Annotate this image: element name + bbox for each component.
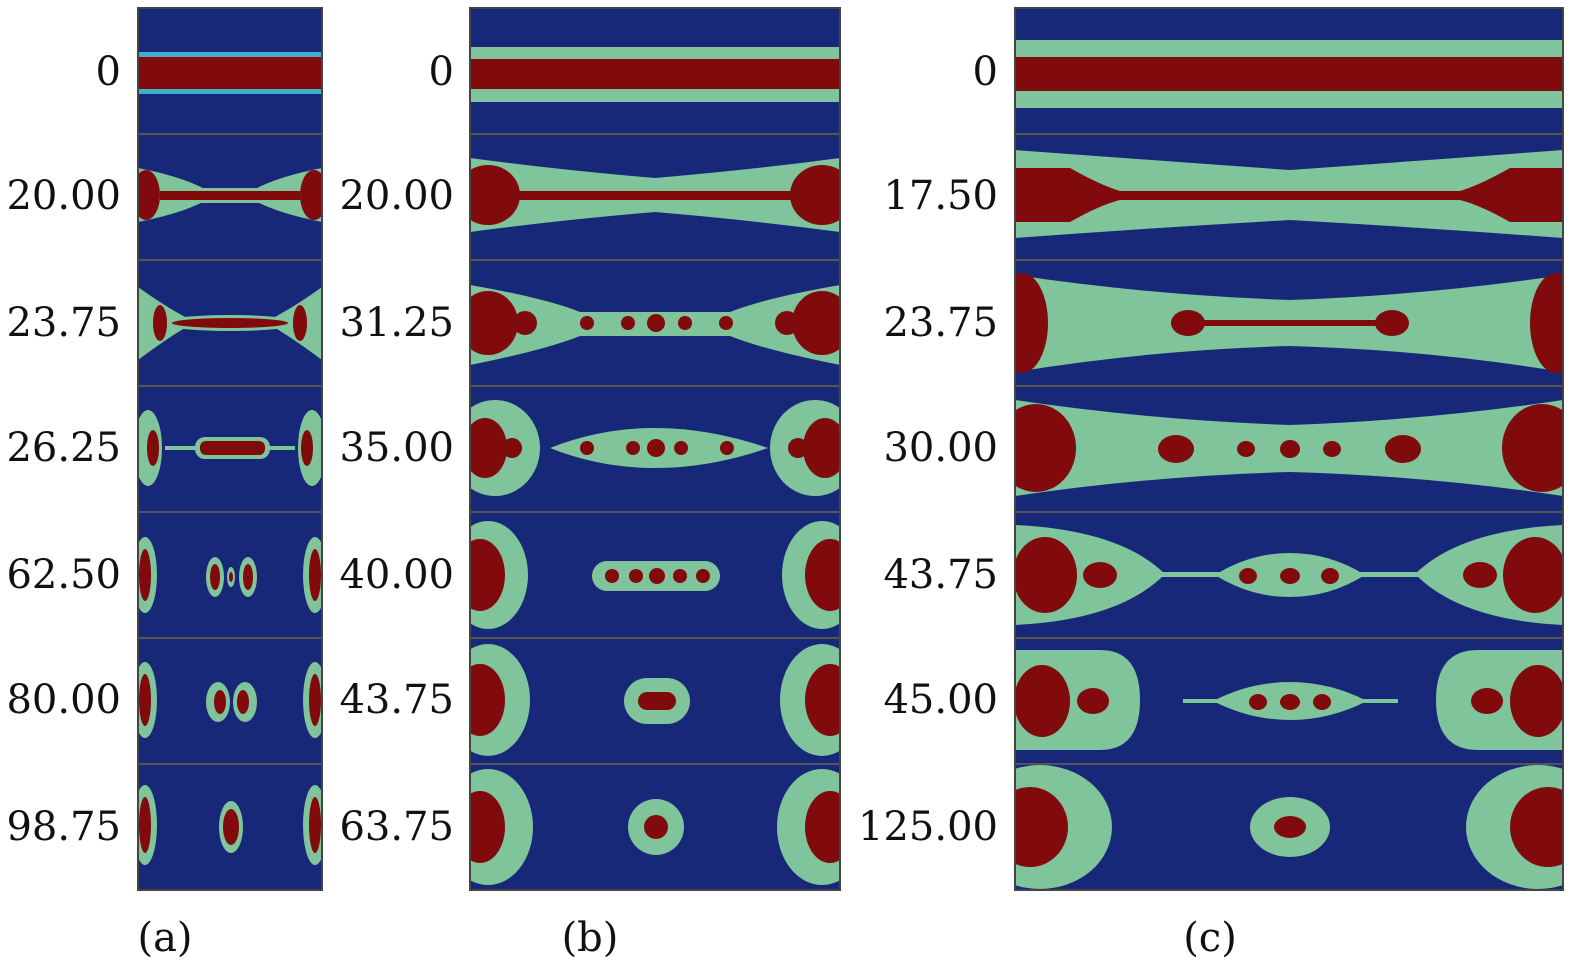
panel-c-time-1: 17.50 xyxy=(883,173,998,219)
panel-c-time-6: 125.00 xyxy=(858,804,998,850)
panel-a-label: (a) xyxy=(137,915,193,961)
panel-b-time-1: 20.00 xyxy=(339,173,454,219)
panel-b-time-6: 63.75 xyxy=(339,804,454,850)
panel-a-time-3: 26.25 xyxy=(6,425,121,471)
panel-a-time-0: 0 xyxy=(95,49,121,95)
panel-c-time-5: 45.00 xyxy=(883,677,998,723)
panel-c-time-4: 43.75 xyxy=(883,552,998,598)
panel-b-time-2: 31.25 xyxy=(339,300,454,346)
panel-c-time-0: 0 xyxy=(972,49,998,95)
panel-b-time-0: 0 xyxy=(428,49,454,95)
panel-b-time-4: 40.00 xyxy=(339,552,454,598)
panel-b-time-3: 35.00 xyxy=(339,425,454,471)
panel-c-time-3: 30.00 xyxy=(883,425,998,471)
panel-c-time-2: 23.75 xyxy=(883,300,998,346)
panel-a-time-6: 98.75 xyxy=(6,804,121,850)
panel-a-time-5: 80.00 xyxy=(6,677,121,723)
panel-b-label: (b) xyxy=(561,915,619,961)
panel-a-time-2: 23.75 xyxy=(6,300,121,346)
panel-c-strip xyxy=(1014,7,1564,891)
panel-a-time-1: 20.00 xyxy=(6,173,121,219)
panel-c-label: (c) xyxy=(1183,915,1237,961)
panel-b-time-5: 43.75 xyxy=(339,677,454,723)
panel-b-strip xyxy=(469,7,841,891)
panel-a-strip xyxy=(137,7,323,891)
panel-a-time-4: 62.50 xyxy=(6,552,121,598)
